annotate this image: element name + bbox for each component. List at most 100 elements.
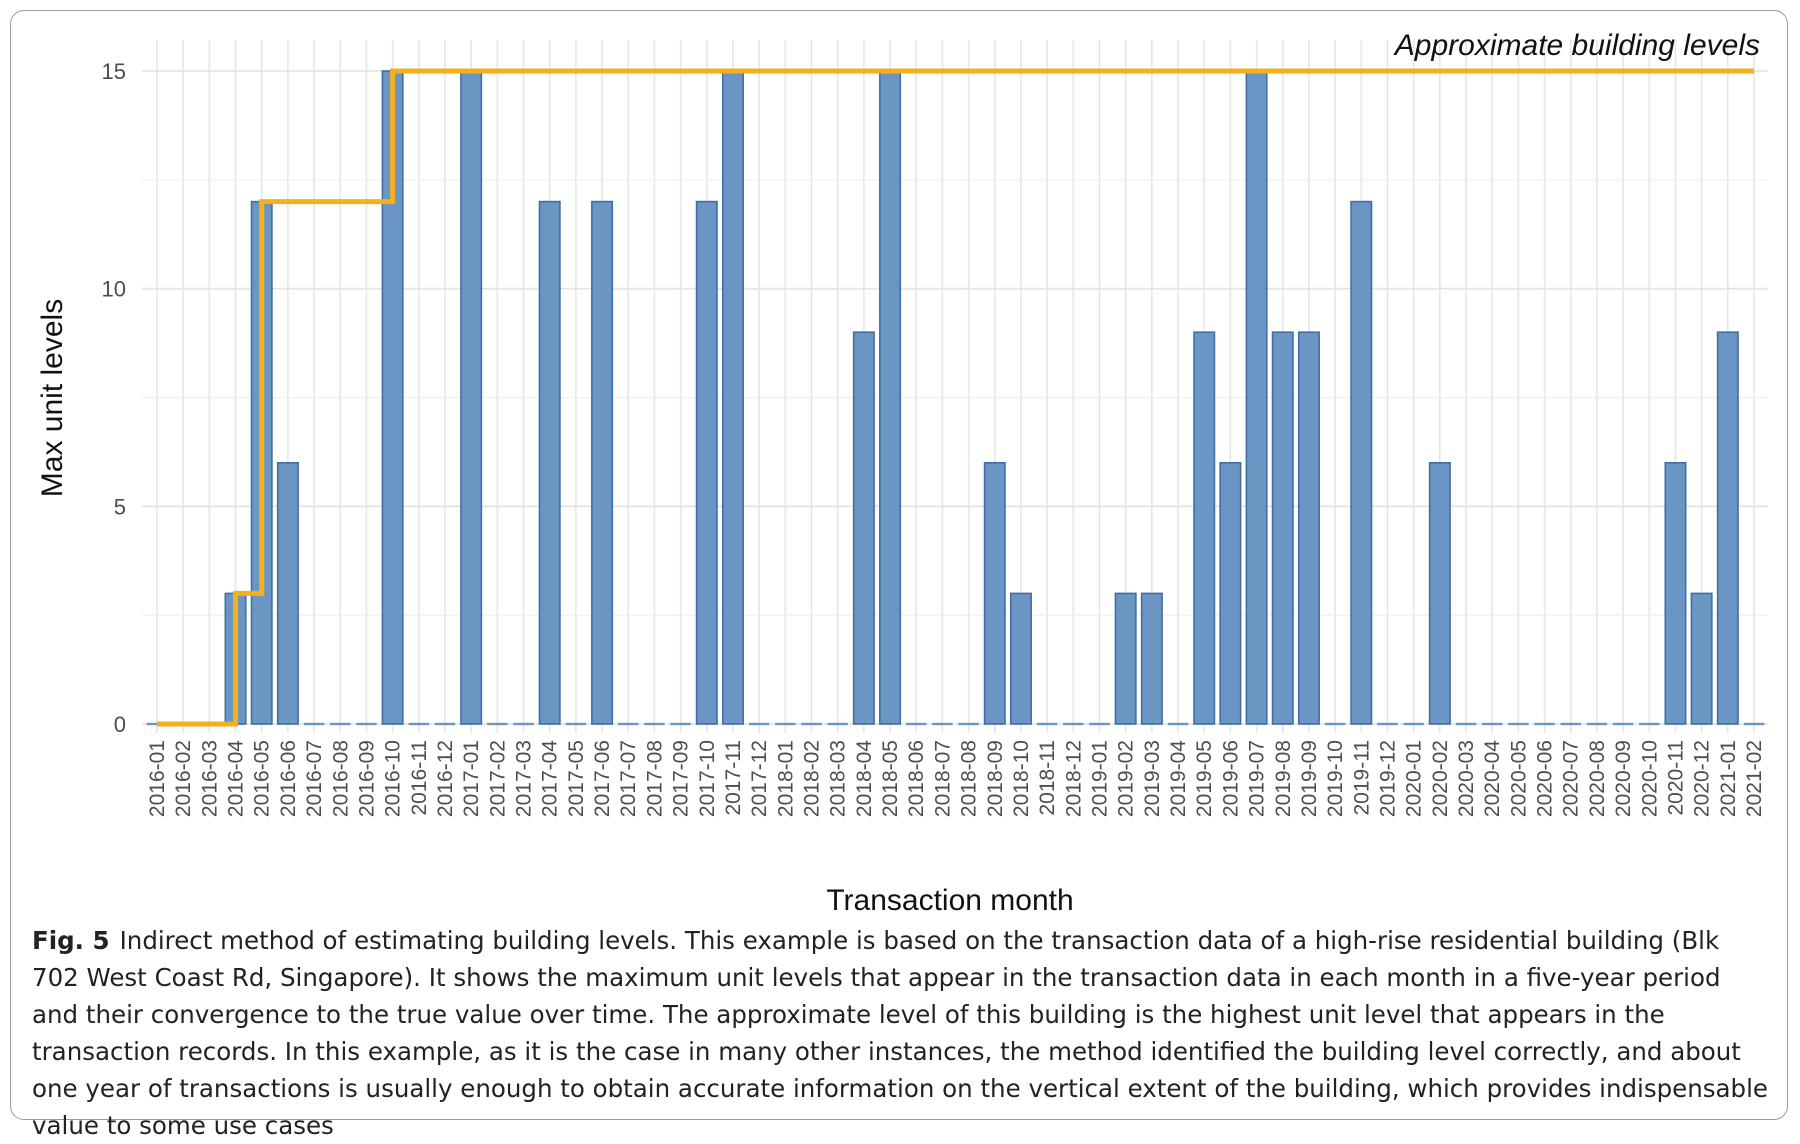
x-tick-label: 2017-08 [643,740,666,817]
x-tick-label: 2019-12 [1376,740,1399,817]
bar-2016-12 [434,722,456,726]
bar-2016-07 [303,722,325,726]
x-tick-label: 2020-01 [1403,740,1426,817]
bar-2018-10 [1009,592,1032,725]
bar-2019-10 [1324,722,1346,726]
x-tick-label: 2019-09 [1298,740,1321,817]
bar-2020-03 [1455,722,1477,726]
x-tick-label: 2019-05 [1193,740,1216,817]
y-tick-label: 10 [102,277,126,302]
x-tick-label: 2017-03 [513,740,536,817]
x-tick-label: 2017-04 [539,740,562,817]
x-tick-label: 2018-10 [1010,740,1033,817]
x-tick-label: 2019-03 [1141,740,1164,817]
x-tick-label: 2017-05 [565,740,588,817]
x-tick-label: 2019-06 [1219,740,1242,817]
x-tick-label: 2017-12 [748,740,771,817]
x-tick-label: 2019-01 [1088,740,1111,817]
bar-2020-11 [1664,461,1687,725]
bar-2020-12 [1690,592,1713,725]
x-tick-label: 2018-01 [774,740,797,817]
bar-2018-07 [932,722,953,726]
x-tick-label: 2016-10 [382,740,405,817]
x-tick-label: 2020-08 [1586,740,1609,817]
bar-2019-06 [1219,461,1242,725]
x-tick-label: 2016-06 [277,740,300,817]
bar-2017-04 [538,200,561,725]
x-axis-ticks: 2016-01 2016-02 2016-03 2016-04 2016-05 2016-… [146,740,1766,817]
x-tick-label: 2018-09 [984,740,1007,817]
x-tick-label: 2019-11 [1350,740,1373,816]
step-line [157,68,1754,727]
bar-2018-04 [852,331,875,725]
x-tick-label: 2018-04 [853,740,876,817]
bar-2020-05 [1508,722,1529,726]
x-tick-label: 2018-07 [931,740,954,817]
bar-2019-11 [1350,200,1373,725]
x-axis-title: Transaction month [826,884,1073,917]
x-tick-label: 2021-02 [1743,740,1766,817]
bar-2020-09 [1612,722,1634,726]
x-tick-label: 2020-12 [1691,740,1714,817]
bar-2019-03 [1140,592,1163,725]
x-tick-label: 2020-11 [1664,740,1687,816]
x-tick-label: 2017-02 [486,740,509,817]
bar-2019-02 [1114,592,1137,725]
x-tick-label: 2018-05 [879,740,902,817]
bar-2017-06 [591,200,614,725]
bar-2016-06 [276,461,299,725]
bar-2017-05 [565,722,587,726]
x-tick-label: 2017-01 [460,740,483,817]
bar-2018-11 [1036,722,1058,726]
x-tick-label: 2016-09 [355,740,378,817]
bar-2020-08 [1586,722,1608,726]
x-tick-label: 2017-10 [696,740,719,817]
bar-2018-01 [775,722,796,726]
x-tick-label: 2016-04 [225,740,248,817]
x-tick-label: 2018-06 [905,740,928,817]
x-tick-label: 2021-01 [1717,740,1740,817]
x-tick-label: 2019-04 [1167,740,1190,817]
x-tick-label: 2017-11 [722,740,745,816]
bar-2019-05 [1193,331,1216,725]
bar-2020-04 [1481,722,1503,726]
bar-2018-06 [906,722,927,726]
bar-2018-08 [958,722,979,726]
bar-2018-02 [801,722,822,726]
step-line-series [157,68,1754,727]
x-tick-label: 2020-02 [1429,740,1452,817]
y-axis-ticks: 0 5 10 15 [102,59,126,737]
x-tick-label: 2016-02 [172,740,195,817]
x-tick-label: 2018-08 [958,740,981,817]
x-tick-label: 2018-12 [1062,740,1085,817]
bar-2018-05 [879,70,902,725]
x-tick-label: 2016-12 [434,740,457,817]
caption-label: Fig. 5 [32,926,110,955]
bar-2019-09 [1297,331,1320,725]
y-tick-label: 0 [114,712,126,737]
bar-2021-01 [1716,331,1739,725]
bar-2020-01 [1403,722,1424,726]
bar-2020-07 [1560,722,1581,726]
x-tick-label: 2019-08 [1272,740,1295,817]
bar-2018-03 [827,722,848,726]
bar-2021-02 [1743,722,1765,726]
x-tick-label: 2016-01 [146,740,169,817]
bar-2017-01 [460,70,483,725]
x-tick-label: 2017-07 [617,740,640,817]
bar-2020-06 [1534,722,1555,726]
x-tick-label: 2020-06 [1534,740,1557,817]
bar-2019-12 [1377,722,1398,726]
bar-2018-12 [1063,722,1084,726]
x-tick-label: 2020-03 [1455,740,1478,817]
x-tick-label: 2020-05 [1507,740,1530,817]
bar-2016-08 [330,722,351,726]
bar-2017-12 [748,722,770,726]
bar-2018-09 [983,461,1006,725]
x-tick-label: 2020-09 [1612,740,1635,817]
bar-2019-01 [1089,722,1110,726]
bar-2020-02 [1428,461,1451,725]
bar-2017-02 [487,722,508,726]
bar-2017-11 [721,70,744,725]
bar-2017-09 [670,722,691,726]
